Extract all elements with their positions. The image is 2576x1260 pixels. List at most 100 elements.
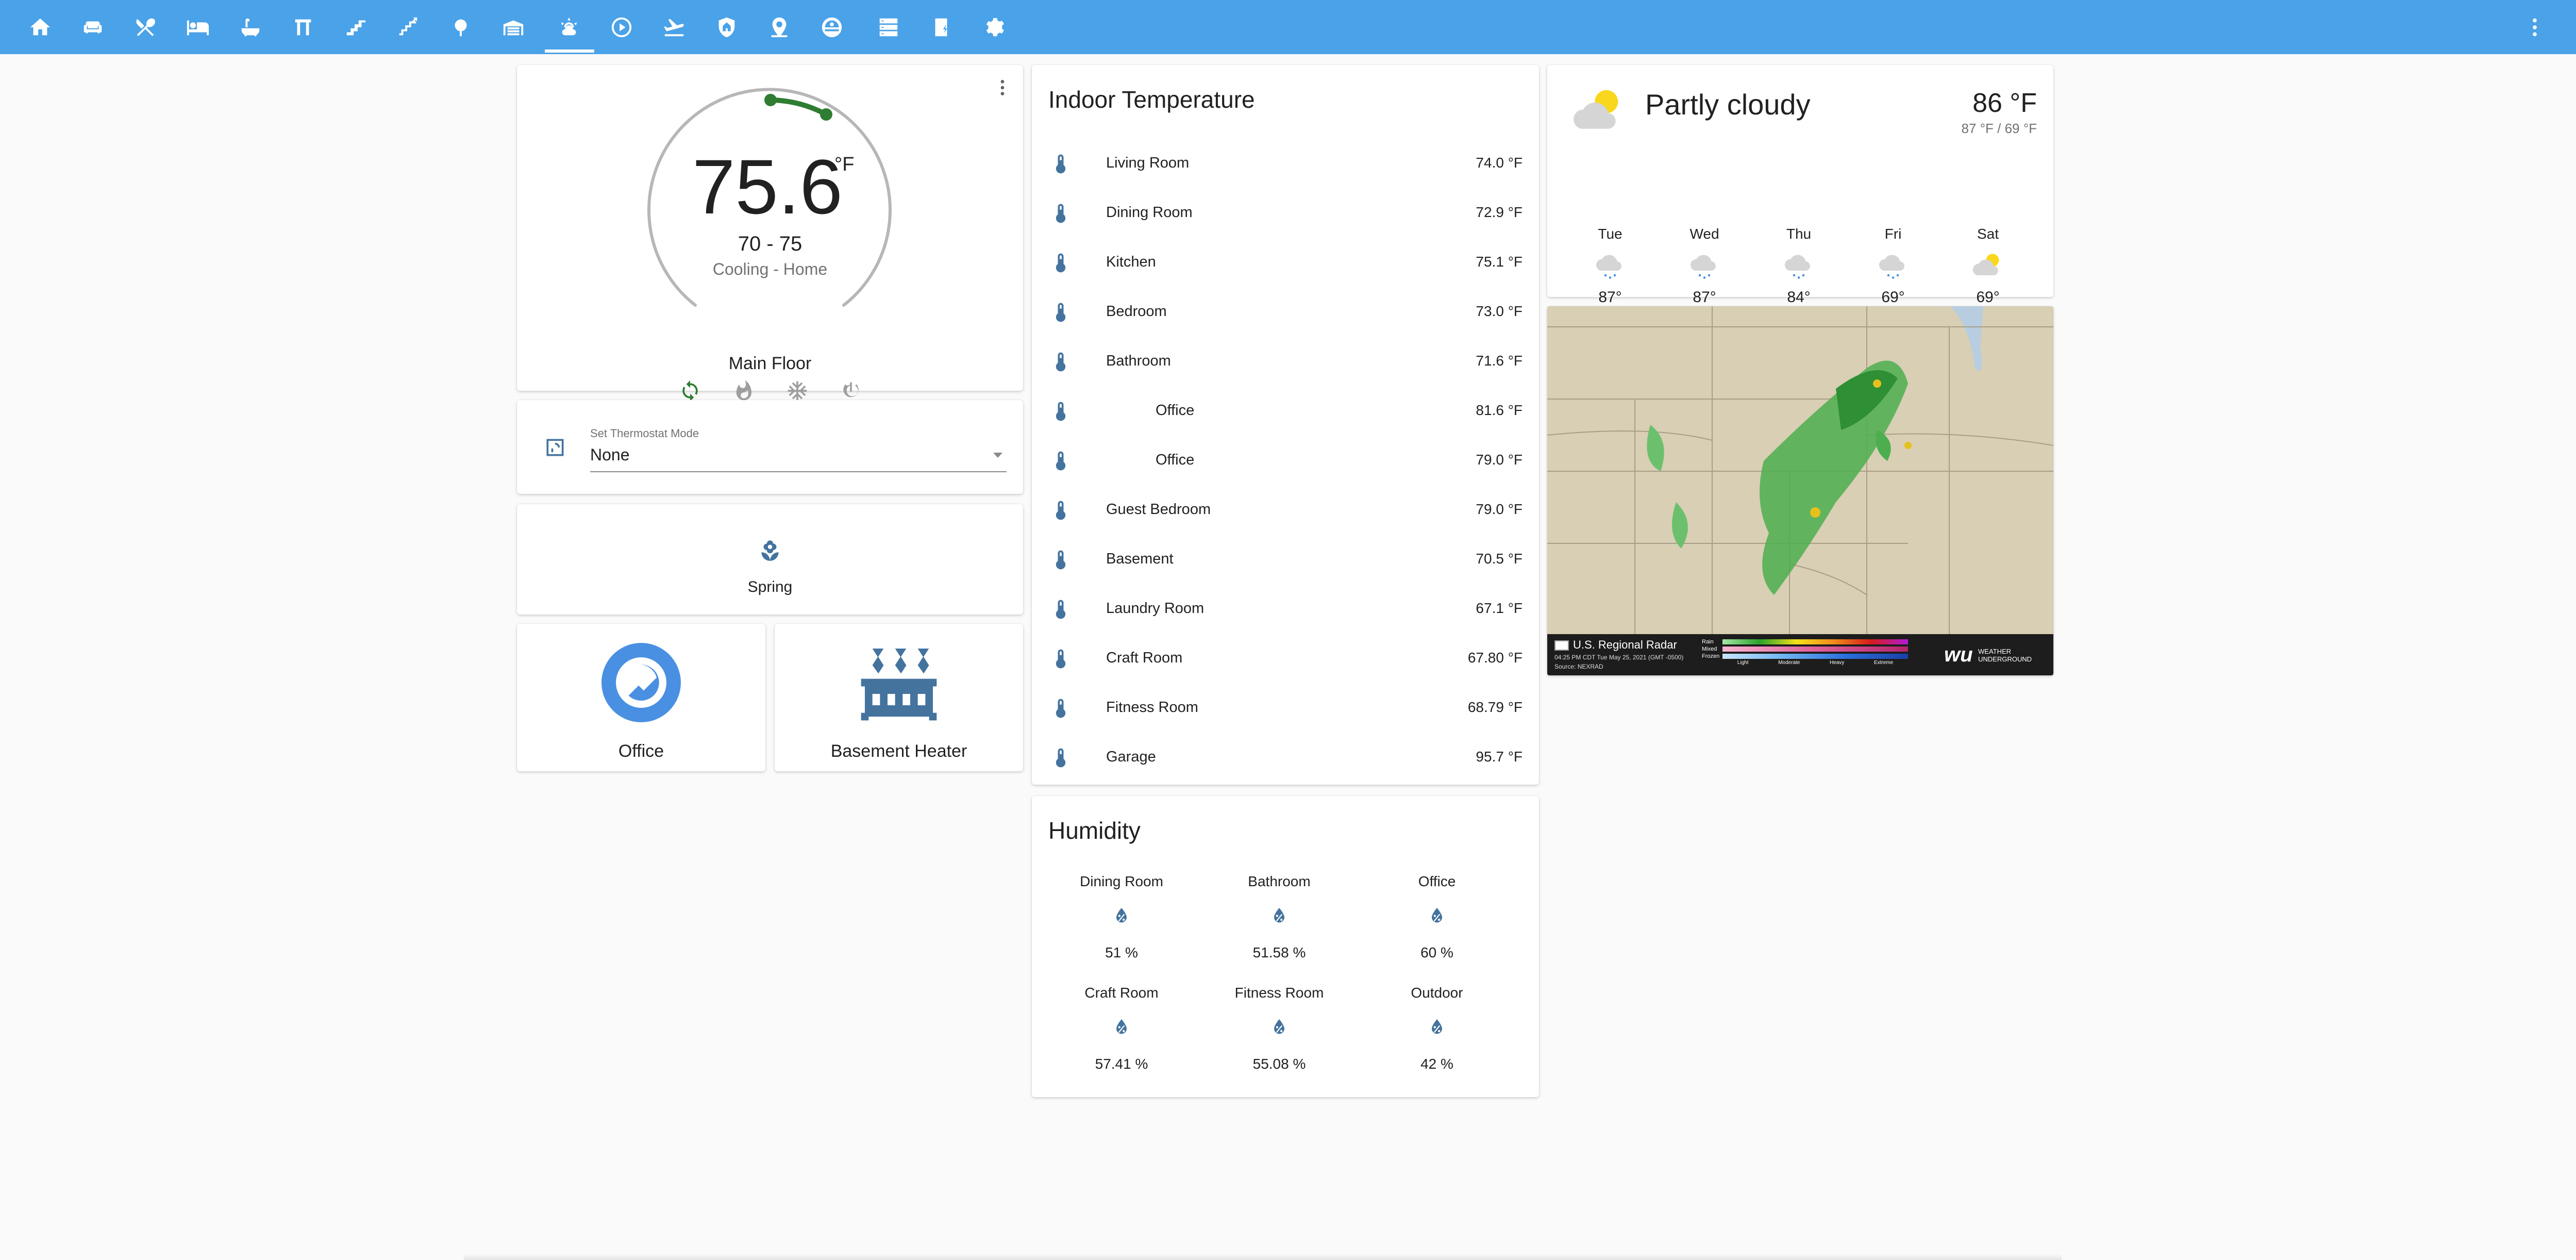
- tree-icon[interactable]: [443, 10, 478, 45]
- heat-cool-icon[interactable]: [679, 379, 705, 405]
- temperature-row[interactable]: Garage 95.7 °F: [1032, 734, 1539, 784]
- temperature-row[interactable]: Dining Room 72.9 °F: [1032, 190, 1539, 239]
- thermometer-icon: [1049, 499, 1072, 524]
- temperature-row[interactable]: Laundry Room 67.1 °F: [1032, 586, 1539, 635]
- humidity-cell[interactable]: Outdoor 42 %: [1360, 985, 1514, 1072]
- temperature-row[interactable]: Kitchen 75.1 °F: [1032, 239, 1539, 289]
- humidity-value: 60 %: [1420, 944, 1453, 960]
- legend-row-label: Frozen: [1702, 653, 1720, 659]
- humidity-cell[interactable]: Craft Room 57.41 %: [1044, 985, 1199, 1072]
- temperature-row[interactable]: Office 79.0 °F: [1032, 437, 1539, 487]
- temperature-row[interactable]: Bedroom 73.0 °F: [1032, 289, 1539, 338]
- thermometer-icon: [1049, 549, 1072, 574]
- flame-icon[interactable]: [732, 379, 758, 405]
- partly-cloudy-icon: [1566, 80, 1628, 145]
- radiator-icon: [854, 637, 944, 731]
- room-name: Laundry Room: [1106, 600, 1205, 617]
- silverware-icon[interactable]: [128, 10, 163, 45]
- thermostat-dial[interactable]: [635, 80, 904, 323]
- water-heater-icon[interactable]: [924, 10, 959, 45]
- room-temperature: 71.6 °F: [1476, 353, 1523, 369]
- top-navigation-bar: [0, 0, 2576, 54]
- weather-underground-brand: WEATHER UNDERGROUND: [1978, 648, 2032, 663]
- stairs-up-icon[interactable]: [391, 10, 426, 45]
- temperature-row[interactable]: Basement 70.5 °F: [1032, 536, 1539, 586]
- airplane-icon[interactable]: [657, 10, 692, 45]
- robot-vacuum-icon[interactable]: [814, 10, 849, 45]
- more-options-icon[interactable]: [992, 77, 1008, 103]
- server-icon[interactable]: [871, 10, 906, 45]
- thermometer-icon: [1049, 400, 1072, 425]
- door-icon[interactable]: [286, 10, 321, 45]
- thermostat-dial-icon: [598, 639, 684, 728]
- rainy-icon: [1862, 247, 1924, 289]
- gear-icon[interactable]: [976, 10, 1011, 45]
- map-marker-icon[interactable]: [762, 10, 797, 45]
- power-icon[interactable]: [840, 379, 865, 405]
- temperature-row[interactable]: Guest Bedroom 79.0 °F: [1032, 487, 1539, 536]
- room-temperature: 79.0 °F: [1476, 452, 1523, 468]
- office-button-card[interactable]: Office: [517, 624, 765, 771]
- humidity-cell[interactable]: Dining Room 51 %: [1044, 873, 1199, 961]
- radar-card[interactable]: U.S. Regional Radar 04:25 PM CDT Tue May…: [1547, 306, 2053, 675]
- room-temperature: 95.7 °F: [1476, 749, 1523, 765]
- radar-title: U.S. Regional Radar: [1573, 638, 1677, 651]
- room-name: Kitchen: [1106, 254, 1156, 270]
- humidity-value: 57.41 %: [1095, 1056, 1148, 1072]
- frozen-scale: [1722, 654, 1908, 659]
- thermometer-icon: [1049, 153, 1072, 178]
- current-temperature: 75.6: [692, 143, 843, 230]
- shield-home-icon[interactable]: [709, 10, 744, 45]
- humidity-sensor-name: Outdoor: [1411, 985, 1463, 1001]
- temperature-row[interactable]: Fitness Room 68.79 °F: [1032, 685, 1539, 734]
- humidity-cell[interactable]: Office 60 %: [1360, 873, 1514, 961]
- home-icon[interactable]: [23, 10, 58, 45]
- snowflake-icon[interactable]: [786, 379, 812, 405]
- humidity-sensor-name: Bathroom: [1248, 873, 1311, 889]
- legend-scale-label: Moderate: [1778, 660, 1800, 666]
- flower-icon: [757, 537, 783, 566]
- weather-card[interactable]: Partly cloudy 86 °F 87 °F / 69 °F Tue 87°…: [1547, 65, 2053, 326]
- season-card[interactable]: Spring: [517, 504, 1023, 615]
- room-name: Dining Room: [1106, 204, 1193, 221]
- thermostat-mode-select[interactable]: None: [590, 445, 1007, 472]
- room-name: Office: [1156, 402, 1195, 419]
- thermometer-icon: [1049, 697, 1072, 722]
- thermostat-name: Main Floor: [728, 354, 812, 373]
- bed-icon[interactable]: [180, 10, 215, 45]
- dots-vertical-icon[interactable]: [2517, 10, 2552, 45]
- forecast-high: 87°: [1693, 289, 1716, 306]
- basement-heater-card[interactable]: Basement Heater: [775, 624, 1023, 771]
- humidity-sensor-name: Office: [1418, 873, 1456, 889]
- bathtub-icon[interactable]: [233, 10, 268, 45]
- water-percent-icon: [1202, 1017, 1357, 1040]
- today-hi-lo: 87 °F / 69 °F: [1961, 121, 2037, 136]
- weather-icon[interactable]: [551, 10, 587, 45]
- room-name: Guest Bedroom: [1106, 501, 1211, 518]
- humidity-title: Humidity: [1048, 817, 1141, 844]
- water-percent-icon: [1202, 905, 1357, 929]
- room-name: Bathroom: [1106, 353, 1171, 369]
- water-percent-icon: [1044, 905, 1199, 929]
- legend-row-label: Rain: [1702, 639, 1714, 645]
- play-circle-icon[interactable]: [604, 10, 639, 45]
- active-tab-indicator: [545, 49, 594, 53]
- garage-icon[interactable]: [496, 10, 531, 45]
- sofa-icon[interactable]: [75, 10, 110, 45]
- forecast-high: 69°: [1881, 289, 1905, 306]
- humidity-card: Humidity Dining Room 51 % Bathroom 51.58 % O…: [1032, 796, 1539, 1097]
- temperature-row[interactable]: Craft Room 67.80 °F: [1032, 635, 1539, 685]
- humidity-cell[interactable]: Bathroom 51.58 %: [1202, 873, 1357, 961]
- thermometer-icon: [1049, 450, 1072, 475]
- humidity-cell[interactable]: Fitness Room 55.08 %: [1202, 985, 1357, 1072]
- temperature-row[interactable]: Bathroom 71.6 °F: [1032, 338, 1539, 388]
- stairs-icon[interactable]: [338, 10, 373, 45]
- room-temperature: 67.80 °F: [1467, 650, 1523, 666]
- rain-scale: [1722, 639, 1908, 644]
- room-name: Fitness Room: [1106, 699, 1198, 716]
- room-temperature: 67.1 °F: [1476, 600, 1523, 616]
- temperature-row[interactable]: Living Room 74.0 °F: [1032, 140, 1539, 190]
- room-name: Garage: [1106, 749, 1156, 765]
- thermometer-icon: [1049, 252, 1072, 277]
- temperature-row[interactable]: Office 81.6 °F: [1032, 388, 1539, 437]
